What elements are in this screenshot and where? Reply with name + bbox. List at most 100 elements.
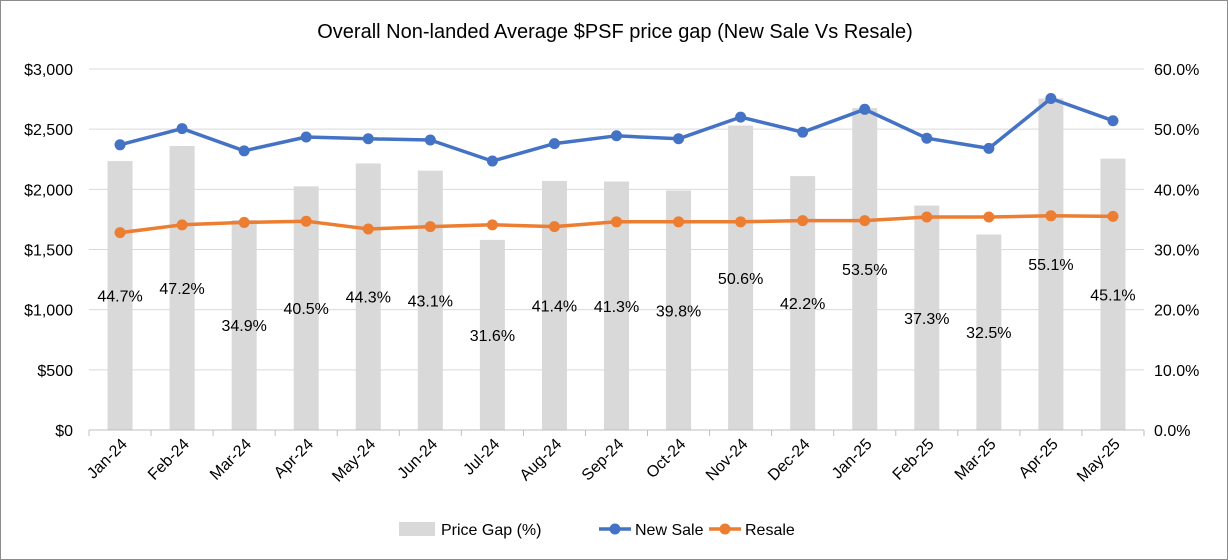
price-gap-data-label: 44.7% (97, 289, 142, 306)
resale-point (238, 216, 250, 228)
resale-point (362, 223, 374, 235)
right-axis-tick-label: 40.0% (1154, 182, 1199, 199)
x-axis-category-label: Jan-25 (829, 436, 876, 483)
resale-point (735, 216, 747, 228)
new-sale-point (300, 131, 312, 143)
price-gap-bar (1038, 98, 1064, 431)
resale-point (114, 227, 126, 239)
price-gap-data-label: 45.1% (1090, 287, 1135, 304)
new-sale-point (1107, 115, 1119, 127)
price-gap-bars (107, 98, 1126, 431)
resale-point (673, 216, 685, 228)
price-gap-bar (852, 108, 878, 430)
bar-data-labels: 44.7% 47.2% 34.9% 40.5% 44.3% 43.1% 31.6% 41.4%… (97, 257, 1135, 345)
resale-point (486, 219, 498, 231)
new-sale-point (983, 142, 995, 154)
right-axis-tick-label: 50.0% (1154, 122, 1199, 139)
price-gap-data-label: 41.3% (594, 299, 639, 316)
price-gap-data-label: 31.6% (470, 328, 515, 345)
new-sale-point (673, 133, 685, 145)
x-axis-category-label: Feb-25 (890, 436, 938, 484)
price-gap-bar (1100, 158, 1126, 431)
price-lines (114, 92, 1119, 239)
new-sale-point (114, 139, 126, 151)
left-axis-tick-label: $2,500 (24, 122, 73, 139)
x-axis-category-label: Jun-24 (395, 436, 442, 483)
x-axis-category-label: Apr-25 (1016, 436, 1062, 482)
price-gap-bar (355, 163, 381, 430)
price-gap-bar (169, 146, 195, 430)
price-gap-bar (417, 170, 443, 430)
right-axis-tick-label: 60.0% (1154, 62, 1199, 79)
new-sale-point (797, 126, 809, 138)
legend-label-resale: Resale (745, 522, 795, 539)
legend-label-new-sale: New Sale (635, 522, 704, 539)
left-axis-tick-label: $500 (37, 363, 73, 380)
price-gap-data-label: 55.1% (1028, 257, 1073, 274)
resale-point (1107, 210, 1119, 222)
x-axis-category-label: Jul-24 (460, 436, 503, 479)
price-gap-bar (107, 161, 133, 430)
left-axis-tick-label: $0 (55, 423, 73, 440)
legend: Price Gap (%) New Sale Resale (399, 522, 795, 539)
resale-point (300, 215, 312, 227)
right-axis-tick-label: 0.0% (1154, 423, 1190, 440)
new-sale-point (176, 123, 188, 135)
price-gap-bar (728, 125, 754, 430)
resale-point (176, 219, 188, 231)
resale-point (548, 221, 560, 233)
left-axis-tick-label: $1,000 (24, 303, 73, 320)
price-gap-data-label: 41.4% (532, 298, 577, 315)
x-axis-category-label: Aug-24 (517, 436, 566, 485)
price-gap-bar (976, 234, 1002, 430)
left-axis-tick-label: $3,000 (24, 62, 73, 79)
new-sale-point (486, 155, 498, 167)
right-axis-tick-label: 10.0% (1154, 363, 1199, 380)
price-gap-bar (231, 220, 257, 430)
right-axis-tick-label: 30.0% (1154, 243, 1199, 260)
new-sale-point (611, 130, 622, 142)
new-sale-point (548, 138, 560, 150)
x-axis-category-label: Oct-24 (643, 436, 689, 482)
price-gap-bar (914, 205, 940, 430)
x-axis-category-label: Dec-24 (765, 436, 814, 485)
resale-point (797, 215, 809, 227)
chart-title: Overall Non-landed Average $PSF price ga… (317, 21, 913, 43)
x-axis-category-label: Apr-24 (271, 436, 317, 482)
price-gap-data-label: 34.9% (221, 318, 266, 335)
price-gap-data-label: 47.2% (159, 281, 204, 298)
resale-point (859, 215, 871, 227)
left-axis-tick-label: $2,000 (24, 182, 73, 199)
x-axis-category-label: Jan-24 (84, 436, 131, 483)
x-axis-category-label: Feb-24 (145, 436, 193, 484)
x-axis-category-label: Nov-24 (703, 436, 752, 485)
price-gap-data-label: 42.2% (780, 296, 825, 313)
x-axis-category-label: May-25 (1074, 436, 1124, 486)
legend-swatch-marker-new-sale (609, 523, 621, 535)
resale-point (1045, 210, 1057, 222)
price-gap-data-label: 43.1% (408, 293, 453, 310)
new-sale-point (735, 111, 747, 123)
price-gap-bar (666, 190, 692, 430)
new-sale-point (238, 145, 250, 157)
legend-swatch-price-gap- (399, 522, 435, 536)
left-axis-tick-label: $1,500 (24, 243, 73, 260)
new-sale-point (362, 133, 374, 145)
price-gap-data-label: 37.3% (904, 311, 949, 328)
price-gap-bar (479, 239, 505, 430)
resale-point (424, 221, 436, 233)
new-sale-point (859, 103, 871, 115)
x-axis-category-label: May-24 (329, 436, 379, 486)
price-gap-data-label: 44.3% (346, 290, 391, 307)
new-sale-point (424, 134, 436, 146)
price-gap-bar (293, 186, 319, 430)
resale-point (983, 211, 995, 223)
price-gap-data-label: 53.5% (842, 262, 887, 279)
new-sale-point (1045, 92, 1057, 104)
x-axis-category-label: Sep-24 (579, 436, 628, 485)
legend-swatch-marker-resale (719, 523, 731, 535)
new-sale-line (118, 96, 1115, 163)
price-gap-data-label: 40.5% (284, 301, 329, 318)
